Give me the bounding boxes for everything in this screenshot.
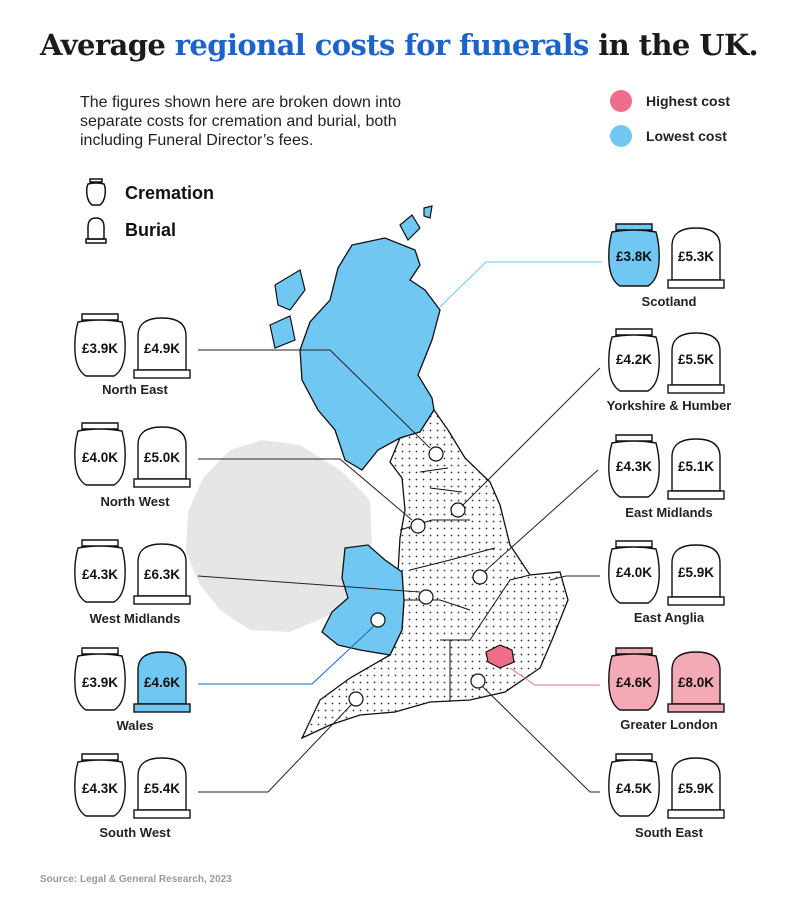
urn-icon xyxy=(74,313,126,377)
burial-cost: £8.0K xyxy=(677,675,715,690)
page-title: Average regional costs for funerals in t… xyxy=(40,28,759,62)
title-part-1: Average xyxy=(40,28,175,62)
region-name: South West xyxy=(99,825,171,840)
region-borders xyxy=(399,467,531,702)
burial-cost: £5.1K xyxy=(677,459,715,474)
headstone-icon xyxy=(133,651,191,713)
headstone-icon xyxy=(133,317,191,379)
key-cremation: Cremation xyxy=(85,178,214,208)
urn-icon xyxy=(608,434,660,498)
headstone-icon xyxy=(85,217,107,244)
ireland-shape xyxy=(186,440,372,632)
region-name: West Midlands xyxy=(89,611,181,626)
wales-shape xyxy=(321,544,405,656)
region-card-south-west: £4.3K £5.4K South West xyxy=(72,752,198,870)
headstone-icon xyxy=(133,426,191,488)
legend-lowest: Lowest cost xyxy=(610,125,727,147)
key-burial: Burial xyxy=(85,215,176,245)
burial-cost: £4.6K xyxy=(143,675,181,690)
island-shape xyxy=(269,315,296,349)
burial-cost: £5.5K xyxy=(677,352,715,367)
urn-icon xyxy=(608,647,660,711)
cremation-cost: £4.3K xyxy=(615,459,653,474)
cremation-cost: £3.8K xyxy=(615,249,653,264)
headstone-icon xyxy=(667,544,725,606)
intro-text: The figures shown here are broken down i… xyxy=(80,94,402,149)
region-name: Scotland xyxy=(641,294,697,309)
region-card-greater-london: £4.6K £8.0K Greater London xyxy=(606,646,732,764)
cremation-cost: £4.2K xyxy=(615,352,653,367)
cremation-cost: £4.0K xyxy=(81,450,119,465)
urn-icon xyxy=(85,178,107,206)
connector-lines xyxy=(197,261,602,793)
lowest-cost-swatch xyxy=(610,125,632,147)
greater-london-shape xyxy=(485,644,515,669)
urn-icon xyxy=(74,753,126,817)
region-name: Yorkshire & Humber xyxy=(606,398,732,413)
urn-icon xyxy=(74,422,126,486)
burial-cost: £5.4K xyxy=(143,781,181,796)
region-card-west-midlands: £4.3K £6.3K West Midlands xyxy=(72,538,198,656)
region-name: Wales xyxy=(116,718,154,733)
cremation-cost: £4.3K xyxy=(81,567,119,582)
burial-cost: £4.9K xyxy=(143,341,181,356)
region-card-south-east: £4.5K £5.9K South East xyxy=(606,752,732,870)
urn-icon xyxy=(608,753,660,817)
region-card-east-anglia: £4.0K £5.9K East Anglia xyxy=(606,539,732,657)
burial-cost: £5.9K xyxy=(677,565,715,580)
burial-cost: £5.9K xyxy=(677,781,715,796)
region-card-yorkshire: £4.2K £5.5K Yorkshire & Humber xyxy=(606,327,732,445)
urn-icon xyxy=(608,328,660,392)
region-card-north-west: £4.0K £5.0K North West xyxy=(72,421,198,539)
title-part-2: in the UK. xyxy=(588,28,759,62)
headstone-icon xyxy=(133,757,191,819)
headstone-icon xyxy=(667,227,725,289)
key-cremation-label: Cremation xyxy=(125,182,215,203)
burial-cost: £6.3K xyxy=(143,567,181,582)
region-name: Greater London xyxy=(620,717,718,732)
island-shape xyxy=(274,269,306,311)
cremation-cost: £4.5K xyxy=(615,781,653,796)
region-card-scotland: £3.8K £5.3K Scotland xyxy=(606,222,732,340)
urn-icon xyxy=(74,539,126,603)
region-card-wales: £3.9K £4.6K Wales xyxy=(72,646,198,764)
region-name: East Anglia xyxy=(633,610,705,625)
headstone-icon xyxy=(667,757,725,819)
island-shape xyxy=(423,205,433,219)
island-shape xyxy=(399,214,421,241)
cremation-cost: £4.6K xyxy=(615,675,653,690)
title-highlight: regional costs for funerals xyxy=(174,28,590,62)
legend-highest-label: Highest cost xyxy=(646,93,731,109)
urn-icon xyxy=(74,647,126,711)
headstone-icon xyxy=(667,651,725,713)
burial-cost: £5.0K xyxy=(143,450,181,465)
region-name: South East xyxy=(635,825,703,840)
region-name: North East xyxy=(102,382,168,397)
highest-cost-swatch xyxy=(610,90,632,112)
cremation-cost: £3.9K xyxy=(81,341,119,356)
legend-highest: Highest cost xyxy=(610,90,730,112)
source-note: Source: Legal & General Research, 2023 xyxy=(40,874,232,885)
cremation-cost: £3.9K xyxy=(81,675,119,690)
key-burial-label: Burial xyxy=(125,219,177,240)
urn-icon xyxy=(608,540,660,604)
region-name: North West xyxy=(100,494,170,509)
legend-lowest-label: Lowest cost xyxy=(646,128,727,144)
headstone-icon xyxy=(133,543,191,605)
region-card-east-midlands: £4.3K £5.1K East Midlands xyxy=(606,433,732,551)
headstone-icon xyxy=(667,332,725,394)
region-card-north-east: £3.9K £4.9K North East xyxy=(72,312,198,430)
urn-icon xyxy=(608,223,660,287)
region-name: East Midlands xyxy=(625,505,713,520)
cremation-cost: £4.3K xyxy=(81,781,119,796)
burial-cost: £5.3K xyxy=(677,249,715,264)
region-markers xyxy=(348,446,488,707)
headstone-icon xyxy=(667,438,725,500)
cremation-cost: £4.0K xyxy=(615,565,653,580)
